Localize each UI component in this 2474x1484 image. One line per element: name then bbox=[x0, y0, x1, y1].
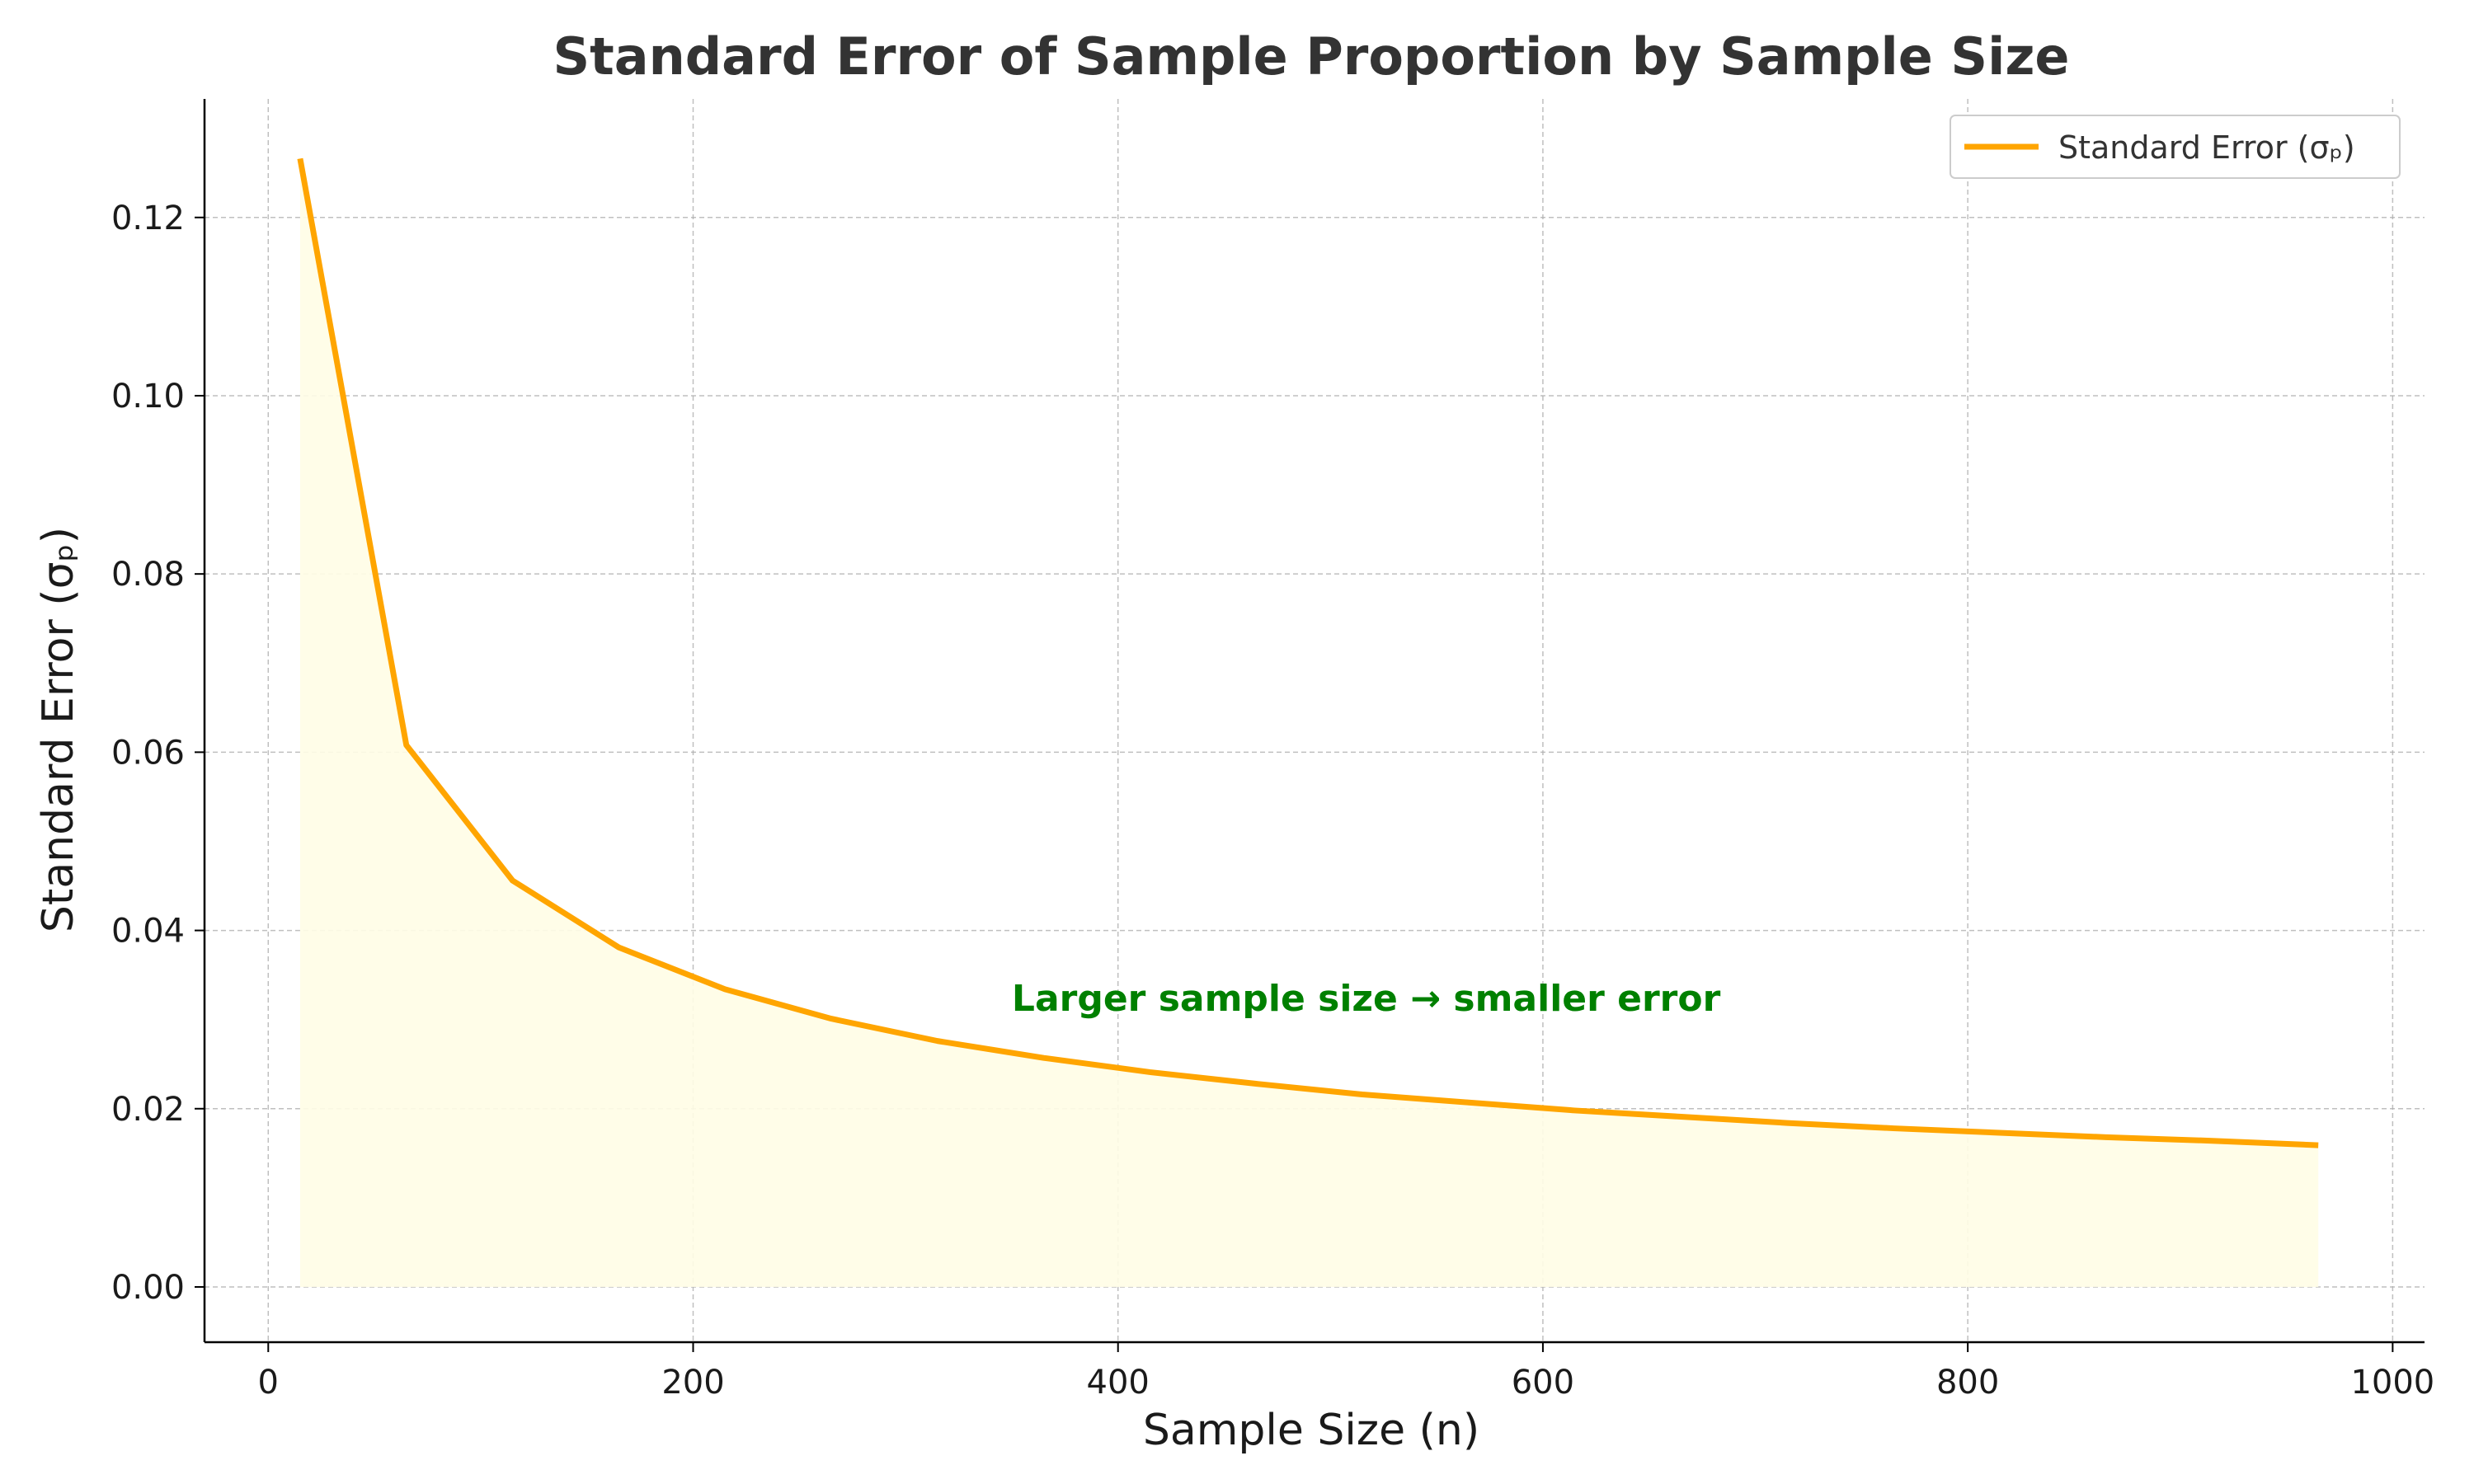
legend: Standard Error (σₚ) bbox=[1950, 115, 2401, 179]
x-tick-label: 600 bbox=[1512, 1364, 1574, 1402]
y-tick-label: 0.10 bbox=[111, 378, 185, 416]
y-tick-label: 0.00 bbox=[111, 1269, 185, 1307]
ticks: 0 200 400 600 800 1000 0.00 0.02 0.04 0.06 0.08 0.1… bbox=[111, 200, 2434, 1402]
x-axis-label: Sample Size (n) bbox=[1143, 1406, 1479, 1455]
area-fill-layer bbox=[299, 158, 2319, 1287]
annotation-text: Larger sample size → smaller error bbox=[1012, 978, 1721, 1020]
series-line-layer bbox=[297, 157, 2319, 1148]
y-tick-label: 0.08 bbox=[111, 556, 185, 594]
series-area-fill bbox=[299, 158, 2319, 1287]
x-tick-label: 400 bbox=[1087, 1364, 1150, 1402]
y-tick-label: 0.04 bbox=[111, 913, 185, 951]
legend-box bbox=[1950, 115, 2401, 179]
axes bbox=[203, 99, 2425, 1344]
y-tick-label: 0.06 bbox=[111, 734, 185, 772]
chart-title: Standard Error of Sample Proportion by S… bbox=[553, 26, 2070, 87]
legend-label: Standard Error (σₚ) bbox=[2058, 129, 2355, 166]
x-tick-label: 0 bbox=[258, 1364, 279, 1402]
x-tick-label: 200 bbox=[661, 1364, 724, 1402]
y-tick-label: 0.12 bbox=[111, 200, 185, 237]
grid bbox=[205, 99, 2425, 1342]
x-tick-label: 800 bbox=[1936, 1364, 1999, 1402]
y-axis-label: Standard Error (σₚ) bbox=[34, 527, 83, 932]
series-line bbox=[297, 157, 2319, 1148]
x-tick-label: 1000 bbox=[2350, 1364, 2434, 1402]
y-tick-label: 0.02 bbox=[111, 1091, 185, 1129]
